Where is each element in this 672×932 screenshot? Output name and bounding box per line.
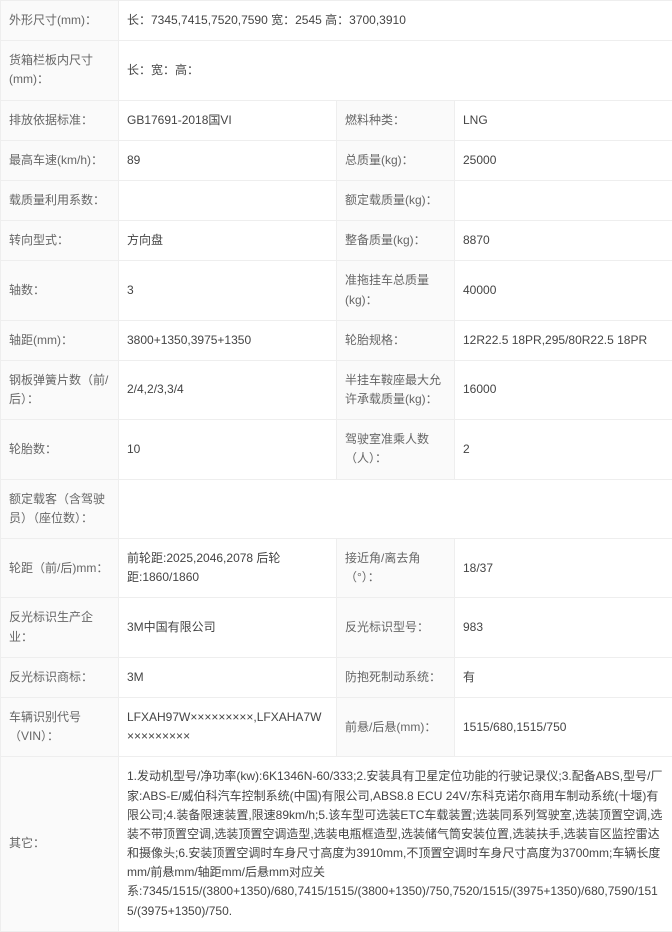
- spec-value: 25000: [455, 140, 672, 180]
- spec-row: 轴数：3准拖挂车总质量(kg)：40000: [1, 261, 672, 320]
- spec-value: [455, 180, 672, 220]
- spec-label: 车辆识别代号（VIN）：: [1, 697, 119, 756]
- spec-value: 40000: [455, 261, 672, 320]
- spec-row: 反光标识生产企业：3M中国有限公司反光标识型号：983: [1, 598, 672, 657]
- spec-label: 反光标识商标：: [1, 657, 119, 697]
- spec-value: 3800+1350,3975+1350: [119, 320, 337, 360]
- spec-label: 反光标识生产企业：: [1, 598, 119, 657]
- spec-label: 钢板弹簧片数（前/后）：: [1, 360, 119, 419]
- spec-value: 983: [455, 598, 672, 657]
- spec-value: 12R22.5 18PR,295/80R22.5 18PR: [455, 320, 672, 360]
- spec-row: 轮距（前/后)mm：前轮距:2025,2046,2078 后轮距:1860/18…: [1, 539, 672, 598]
- spec-value: [119, 479, 672, 538]
- spec-row: 轮胎数：10驾驶室准乘人数（人）：2: [1, 420, 672, 479]
- spec-value: 长：宽：高：: [119, 41, 672, 100]
- spec-label: 额定载质量(kg)：: [337, 180, 455, 220]
- spec-row: 钢板弹簧片数（前/后）：2/4,2/3,3/4半挂车鞍座最大允许承载质量(kg)…: [1, 360, 672, 419]
- spec-value: LFXAH97W×××××××××,LFXAHA7W×××××××××: [119, 697, 337, 756]
- spec-value: 3: [119, 261, 337, 320]
- spec-value: 1.发动机型号/净功率(kw):6K1346N-60/333;2.安装具有卫星定…: [119, 757, 672, 932]
- spec-label: 驾驶室准乘人数（人）：: [337, 420, 455, 479]
- spec-value: 有: [455, 657, 672, 697]
- spec-label: 轮胎规格：: [337, 320, 455, 360]
- spec-value: 8870: [455, 221, 672, 261]
- spec-row: 车辆识别代号（VIN）：LFXAH97W×××××××××,LFXAHA7W××…: [1, 697, 672, 756]
- spec-label: 额定载客（含驾驶员）（座位数）：: [1, 479, 119, 538]
- spec-row: 最高车速(km/h)：89总质量(kg)：25000: [1, 140, 672, 180]
- spec-value: GB17691-2018国VI: [119, 100, 337, 140]
- spec-row: 轴距(mm)：3800+1350,3975+1350轮胎规格：12R22.5 1…: [1, 320, 672, 360]
- spec-value: 16000: [455, 360, 672, 419]
- spec-value: 18/37: [455, 539, 672, 598]
- spec-label: 外形尺寸(mm)：: [1, 1, 119, 41]
- spec-label: 排放依据标准：: [1, 100, 119, 140]
- spec-label: 整备质量(kg)：: [337, 221, 455, 261]
- spec-value: 3M中国有限公司: [119, 598, 337, 657]
- spec-label: 准拖挂车总质量(kg)：: [337, 261, 455, 320]
- spec-label: 转向型式：: [1, 221, 119, 261]
- spec-label: 总质量(kg)：: [337, 140, 455, 180]
- spec-value: 前轮距:2025,2046,2078 后轮距:1860/1860: [119, 539, 337, 598]
- spec-label: 前悬/后悬(mm)：: [337, 697, 455, 756]
- spec-row: 货箱栏板内尺寸(mm)：长：宽：高：: [1, 41, 672, 100]
- spec-label: 其它：: [1, 757, 119, 932]
- spec-value: LNG: [455, 100, 672, 140]
- spec-row: 其它：1.发动机型号/净功率(kw):6K1346N-60/333;2.安装具有…: [1, 757, 672, 932]
- spec-label: 最高车速(km/h)：: [1, 140, 119, 180]
- spec-value: 2: [455, 420, 672, 479]
- spec-label: 燃料种类：: [337, 100, 455, 140]
- spec-label: 半挂车鞍座最大允许承载质量(kg)：: [337, 360, 455, 419]
- spec-value: 10: [119, 420, 337, 479]
- spec-label: 货箱栏板内尺寸(mm)：: [1, 41, 119, 100]
- spec-value: 2/4,2/3,3/4: [119, 360, 337, 419]
- spec-label: 载质量利用系数：: [1, 180, 119, 220]
- spec-value: 89: [119, 140, 337, 180]
- spec-row: 额定载客（含驾驶员）（座位数）：: [1, 479, 672, 538]
- spec-label: 轮胎数：: [1, 420, 119, 479]
- spec-row: 排放依据标准：GB17691-2018国VI燃料种类：LNG: [1, 100, 672, 140]
- spec-label: 防抱死制动系统：: [337, 657, 455, 697]
- spec-value: 长：7345,7415,7520,7590 宽：2545 高：3700,3910: [119, 1, 672, 41]
- spec-value: 方向盘: [119, 221, 337, 261]
- spec-row: 转向型式：方向盘整备质量(kg)：8870: [1, 221, 672, 261]
- spec-row: 载质量利用系数： 额定载质量(kg)：: [1, 180, 672, 220]
- spec-row: 外形尺寸(mm)：长：7345,7415,7520,7590 宽：2545 高：…: [1, 1, 672, 41]
- spec-value: 1515/680,1515/750: [455, 697, 672, 756]
- spec-label: 轴数：: [1, 261, 119, 320]
- spec-value: 3M: [119, 657, 337, 697]
- spec-label: 接近角/离去角（°）：: [337, 539, 455, 598]
- spec-label: 反光标识型号：: [337, 598, 455, 657]
- spec-value: [119, 180, 337, 220]
- spec-row: 反光标识商标：3M防抱死制动系统：有: [1, 657, 672, 697]
- spec-label: 轮距（前/后)mm：: [1, 539, 119, 598]
- spec-table: 外形尺寸(mm)：长：7345,7415,7520,7590 宽：2545 高：…: [0, 0, 672, 932]
- spec-label: 轴距(mm)：: [1, 320, 119, 360]
